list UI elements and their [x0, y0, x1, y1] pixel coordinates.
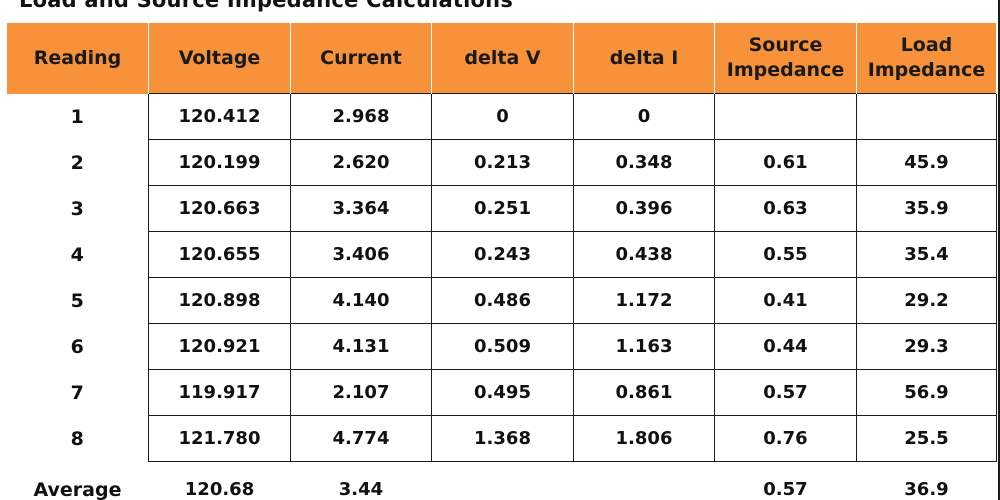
delta-i-cell: 0.348 [573, 139, 715, 186]
source-impedance-cell: 0.41 [714, 277, 857, 324]
header-delta-i: delta I [573, 23, 715, 94]
source-impedance-cell: 0.57 [714, 369, 857, 416]
load-impedance-cell: 29.3 [856, 323, 997, 370]
delta-i-cell: 0.861 [573, 369, 715, 416]
reading-cell: 7 [70, 381, 84, 404]
current-cell: 4.774 [290, 415, 432, 462]
average-current: 3.44 [338, 479, 384, 500]
table-row: 5 120.898 4.140 0.486 1.172 0.41 29.2 [7, 277, 997, 324]
source-impedance-cell: 0.76 [714, 415, 857, 462]
load-impedance-cell [856, 93, 997, 140]
current-cell: 4.131 [290, 323, 432, 370]
reading-cell: 4 [70, 243, 84, 266]
current-cell: 2.968 [290, 93, 432, 140]
table-row: 4 120.655 3.406 0.243 0.438 0.55 35.4 [7, 231, 997, 278]
current-cell: 4.140 [290, 277, 432, 324]
current-cell: 3.406 [290, 231, 432, 278]
voltage-cell: 119.917 [148, 369, 291, 416]
source-impedance-cell: 0.61 [714, 139, 857, 186]
reading-cell: 2 [70, 151, 84, 174]
load-impedance-cell: 45.9 [856, 139, 997, 186]
delta-v-cell: 0.243 [431, 231, 574, 278]
voltage-cell: 120.199 [148, 139, 291, 186]
delta-v-cell: 0.213 [431, 139, 574, 186]
voltage-cell: 120.663 [148, 185, 291, 232]
table-row: 2 120.199 2.620 0.213 0.348 0.61 45.9 [7, 139, 997, 186]
delta-v-cell: 0.495 [431, 369, 574, 416]
average-label: Average [33, 478, 122, 500]
table-row: 8 121.780 4.774 1.368 1.806 0.76 25.5 [7, 415, 997, 462]
delta-i-cell: 1.172 [573, 277, 715, 324]
voltage-cell: 120.921 [148, 323, 291, 370]
voltage-cell: 120.412 [148, 93, 291, 140]
reading-cell: 3 [70, 197, 84, 220]
load-impedance-cell: 29.2 [856, 277, 997, 324]
table-row: 1 120.412 2.968 0 0 [7, 93, 997, 140]
table-row: 7 119.917 2.107 0.495 0.861 0.57 56.9 [7, 369, 997, 416]
delta-i-cell: 1.163 [573, 323, 715, 370]
page-title: Load and Source Impedance Calculations [19, 0, 514, 12]
voltage-cell: 120.898 [148, 277, 291, 324]
header-load-impedance: Load Impedance [856, 23, 997, 94]
impedance-table: Reading Voltage Current delta V delta I … [6, 23, 997, 500]
header-source-impedance: Source Impedance [714, 23, 857, 94]
reading-cell: 6 [70, 335, 84, 358]
delta-v-cell: 0.251 [431, 185, 574, 232]
delta-v-cell: 1.368 [431, 415, 574, 462]
source-impedance-cell: 0.55 [714, 231, 857, 278]
reading-cell: 5 [70, 289, 84, 312]
table-row: 6 120.921 4.131 0.509 1.163 0.44 29.3 [7, 323, 997, 370]
delta-i-cell: 0 [573, 93, 715, 140]
source-impedance-cell: 0.44 [714, 323, 857, 370]
average-row: Average 120.68 3.44 0.57 36.9 [7, 462, 997, 500]
current-cell: 3.364 [290, 185, 432, 232]
delta-i-cell: 1.806 [573, 415, 715, 462]
delta-v-cell: 0.486 [431, 277, 574, 324]
delta-v-cell: 0.509 [431, 323, 574, 370]
average-source-impedance: 0.57 [763, 479, 808, 500]
header-reading: Reading [6, 23, 149, 94]
header-current: Current [290, 23, 432, 94]
delta-v-cell: 0 [431, 93, 574, 140]
reading-cell: 1 [70, 105, 84, 128]
average-delta-i [574, 462, 715, 500]
load-impedance-cell: 35.4 [856, 231, 997, 278]
current-cell: 2.620 [290, 139, 432, 186]
voltage-cell: 121.780 [148, 415, 291, 462]
header-voltage: Voltage [148, 23, 291, 94]
load-impedance-cell: 25.5 [856, 415, 997, 462]
average-voltage: 120.68 [184, 479, 255, 500]
load-impedance-cell: 56.9 [856, 369, 997, 416]
average-delta-v [432, 462, 574, 500]
delta-i-cell: 0.438 [573, 231, 715, 278]
source-impedance-cell: 0.63 [714, 185, 857, 232]
current-cell: 2.107 [290, 369, 432, 416]
header-delta-v: delta V [431, 23, 574, 94]
source-impedance-cell [714, 93, 857, 140]
delta-i-cell: 0.396 [573, 185, 715, 232]
table-header-row: Reading Voltage Current delta V delta I … [6, 23, 997, 94]
voltage-cell: 120.655 [148, 231, 291, 278]
reading-cell: 8 [70, 427, 84, 450]
average-load-impedance: 36.9 [904, 479, 949, 500]
load-impedance-cell: 35.9 [856, 185, 997, 232]
table-row: 3 120.663 3.364 0.251 0.396 0.63 35.9 [7, 185, 997, 232]
